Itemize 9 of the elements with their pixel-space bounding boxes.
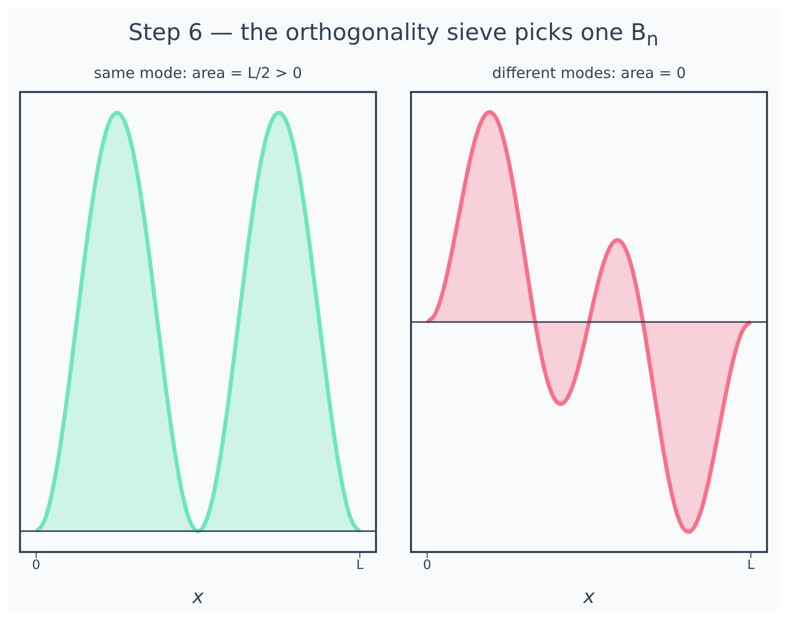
x-axis-title: x <box>583 586 595 608</box>
x-axis-title: x <box>192 586 204 608</box>
chart-subtitle: same mode: area = L/2 > 0 <box>94 64 302 84</box>
x-tick-label: 0 <box>32 558 40 574</box>
chart-title: Step 6 — the orthogonality sieve picks one B$_{n}$ <box>127 19 660 53</box>
x-tick-label: L <box>356 558 364 574</box>
x-tick-label: L <box>747 558 756 574</box>
x-tick-label: 0 <box>423 558 432 574</box>
chart-subtitle: different modes: area = 0 <box>492 64 686 84</box>
